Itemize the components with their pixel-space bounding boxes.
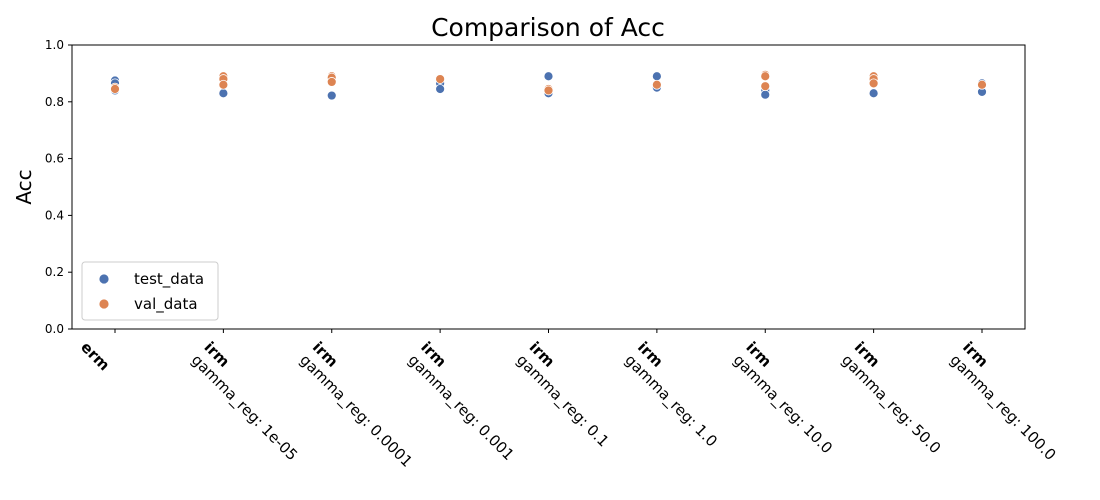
x-tick-param: gamma_reg: 1.0 (621, 351, 721, 451)
point (543, 85, 554, 96)
point (977, 79, 987, 90)
y-tick-label: 1.0 (45, 38, 64, 52)
x-tick-param: gamma_reg: 50.0 (837, 351, 944, 458)
x-tick-param: gamma_reg: 100.0 (946, 351, 1060, 465)
point (218, 79, 229, 90)
point (760, 71, 771, 82)
x-tick-param: gamma_reg: 10.0 (729, 351, 836, 458)
chart-title: Comparison of Acc (431, 13, 665, 42)
legend-marker (98, 298, 110, 310)
point (435, 84, 446, 94)
point (760, 89, 771, 100)
point (435, 74, 446, 84)
point (760, 81, 771, 92)
point (651, 79, 662, 90)
point (868, 78, 879, 89)
point (326, 90, 337, 101)
y-tick-label: 0.2 (45, 265, 64, 279)
legend-marker (98, 273, 110, 285)
x-tick-param: gamma_reg: 1e-05 (187, 351, 301, 465)
x-tick-param: gamma_reg: 0.0001 (295, 351, 416, 472)
legend-box (81, 261, 219, 321)
x-tick-method: erm (77, 338, 113, 374)
point (218, 88, 229, 99)
x-tick-param: gamma_reg: 0.1 (512, 351, 612, 451)
legend-label: val_data (134, 295, 198, 314)
y-tick-label: 0.4 (45, 208, 64, 222)
point (868, 88, 879, 99)
y-tick-label: 0.8 (45, 95, 64, 109)
point (543, 71, 554, 82)
y-tick-label: 0.0 (45, 322, 64, 336)
x-tick-param: gamma_reg: 0.001 (404, 351, 518, 465)
point (110, 84, 120, 94)
legend-label: test_data (134, 270, 204, 289)
point (651, 71, 662, 82)
point (326, 77, 337, 87)
y-tick-label: 0.6 (45, 152, 64, 166)
x-tick-label: erm (77, 338, 113, 374)
y-axis-label: Acc (12, 169, 36, 204)
